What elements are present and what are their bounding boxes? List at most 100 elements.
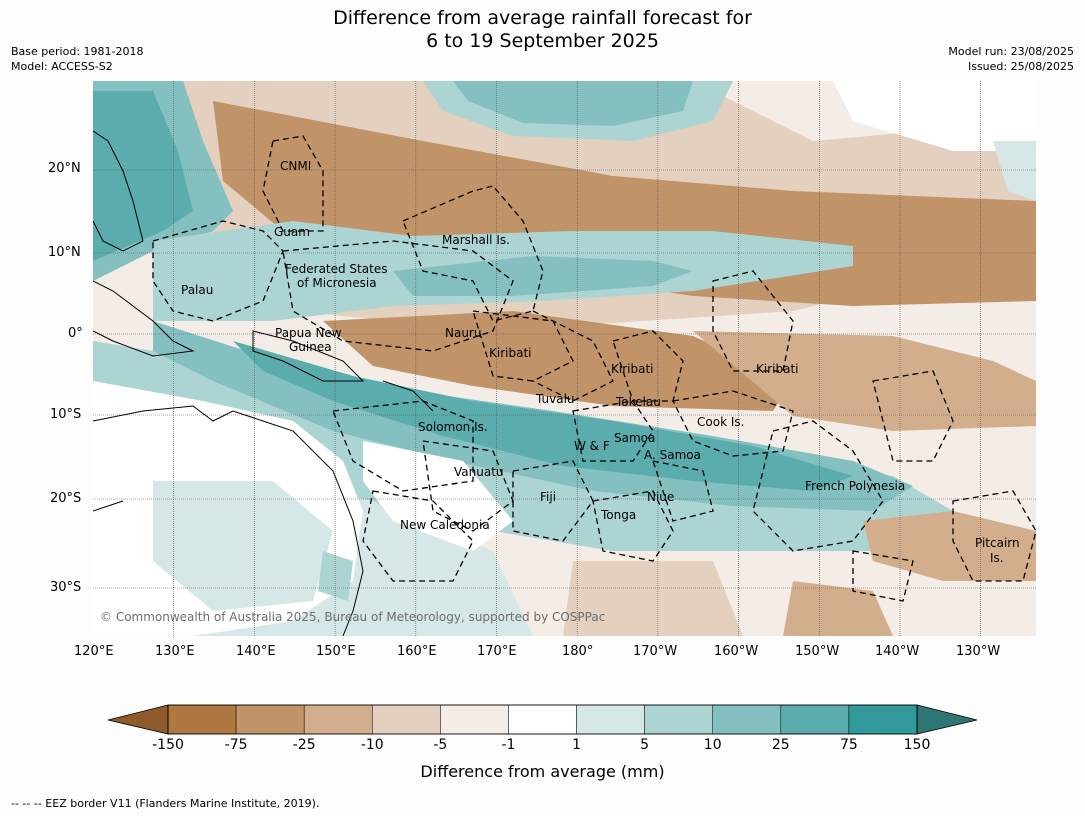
eez-borders	[152, 135, 1036, 602]
se-brown	[863, 511, 1036, 581]
label-frenchpoly: French Polynesia	[805, 479, 905, 493]
north-teal-core	[453, 81, 693, 126]
lon-tick: 160°E	[397, 644, 437, 659]
label-tonga: Tonga	[600, 508, 636, 522]
colorbar-segment	[303, 704, 373, 735]
label-nauru: Nauru	[445, 326, 481, 340]
label-kiribati-c: Kiribati	[611, 362, 653, 376]
lon-tick: 120°E	[74, 644, 114, 659]
colorbar-segment	[848, 704, 918, 735]
aus-teal-patch-2	[318, 551, 353, 601]
eez-footer-note: -- -- -- EEZ border V11 (Flanders Marine…	[11, 797, 320, 810]
spcz-core	[233, 341, 853, 491]
lat-tick: 0°	[68, 326, 83, 341]
label-asamoa: A. Samoa	[644, 448, 701, 462]
title-line-1: Difference from average rainfall forecas…	[333, 7, 752, 29]
lat-tick: 20°N	[48, 161, 81, 176]
colorbar-segment	[372, 704, 441, 735]
colorbar-tick-label: 10	[703, 737, 722, 753]
label-kiribati-w: Kiribati	[489, 346, 531, 360]
lat-tick: 30°S	[50, 580, 82, 595]
ne-light-area	[833, 81, 1036, 151]
label-wf: W & F	[574, 439, 610, 453]
lon-tick: 160°W	[714, 644, 759, 659]
label-fsm-1: Federated States	[285, 262, 387, 276]
label-png-2: Guinea	[289, 340, 332, 354]
colorbar-segment	[508, 704, 577, 735]
colorbar-tick-label: -1	[501, 737, 516, 753]
label-cnmi: CNMI	[280, 159, 311, 173]
copyright-notice: © Commonwealth of Australia 2025, Bureau…	[100, 610, 606, 624]
rainfall-map: CNMI Guam Marshall Is. Federated States …	[93, 81, 1036, 636]
base-period: Base period: 1981-2018	[11, 45, 144, 58]
equator-north-teal-core	[393, 256, 693, 296]
lon-tick: 180°	[562, 644, 594, 659]
south-brown-patch	[783, 581, 893, 636]
label-tokelau: Tokelau	[615, 395, 661, 409]
colorbar-segments	[167, 704, 918, 735]
label-cook: Cook Is.	[697, 415, 744, 429]
map-svg: CNMI Guam Marshall Is. Federated States …	[93, 81, 1036, 636]
issued-date: Issued: 25/08/2025	[967, 60, 1074, 73]
colorbar-extend-low	[107, 704, 169, 735]
lon-tick: 150°W	[795, 644, 840, 659]
label-guam: Guam	[274, 225, 310, 239]
colorbar-tick-label: 75	[839, 737, 858, 753]
meta-left: Base period: 1981-2018 Model: ACCESS-S2	[11, 44, 143, 74]
tasman-white	[363, 441, 513, 551]
label-fiji: Fiji	[540, 490, 556, 504]
colorbar-segment	[576, 704, 645, 735]
colorbar-tick-label: -150	[152, 737, 184, 753]
graticule	[93, 81, 1036, 636]
map-title: Difference from average rainfall forecas…	[0, 7, 1085, 53]
colorbar-segment	[712, 704, 782, 735]
label-niue: Niue	[647, 490, 674, 504]
colorbar-tick-label: 25	[771, 737, 790, 753]
label-pitcairn-1: Pitcairn	[975, 536, 1020, 550]
model-run: Model run: 23/08/2025	[948, 45, 1074, 58]
equator-south-brown	[323, 311, 793, 411]
colorbar-segment	[235, 704, 305, 735]
colorbar-title: Difference from average (mm)	[420, 762, 665, 781]
colorbar-tick-label: -75	[224, 737, 248, 753]
colorbar-segment	[644, 704, 713, 735]
colorbar-segment	[167, 704, 237, 735]
west-teal-inner	[93, 91, 193, 261]
colorbar	[107, 704, 978, 735]
lon-tick: 170°E	[477, 644, 517, 659]
lon-tick: 150°E	[316, 644, 356, 659]
coastlines	[93, 130, 434, 636]
lat-tick: 10°N	[48, 245, 81, 260]
label-kiribati-e: Kiribati	[756, 362, 798, 376]
label-vanuatu: Vanuatu	[454, 465, 504, 479]
lon-tick: 140°W	[875, 644, 920, 659]
colorbar-segment	[440, 704, 509, 735]
label-png-1: Papua New	[275, 326, 342, 340]
label-tuvalu: Tuvalu	[535, 392, 575, 406]
colorbar-tick-label: -10	[360, 737, 384, 753]
label-fsm-2: of Micronesia	[297, 276, 377, 290]
label-samoa: Samoa	[614, 431, 655, 445]
ne-teal-patch	[993, 141, 1036, 201]
colorbar-extend-high	[916, 704, 978, 735]
label-marshall: Marshall Is.	[442, 233, 510, 247]
meta-right: Model run: 23/08/2025 Issued: 25/08/2025	[948, 44, 1074, 74]
colorbar-tick-label: -25	[292, 737, 316, 753]
colorbar-tick-label: 1	[572, 737, 581, 753]
colorbar-frame	[167, 704, 918, 735]
label-pitcairn-2: Is.	[990, 551, 1004, 565]
lon-tick: 170°W	[633, 644, 678, 659]
colorbar-segment	[780, 704, 850, 735]
lat-tick: 10°S	[50, 407, 82, 422]
lat-tick: 20°S	[50, 491, 82, 506]
lon-tick: 130°E	[155, 644, 195, 659]
colorbar-tick-label: 150	[903, 737, 931, 753]
colorbar-tick-label: -5	[433, 737, 448, 753]
lon-tick: 130°W	[956, 644, 1001, 659]
colorbar-tick-label: 5	[640, 737, 650, 753]
aus-teal-patch	[153, 481, 333, 611]
south-light-patch	[563, 561, 743, 636]
label-newcal: New Caledonia	[400, 518, 490, 532]
label-solomon: Solomon Is.	[418, 420, 488, 434]
title-line-2: 6 to 19 September 2025	[426, 30, 659, 52]
